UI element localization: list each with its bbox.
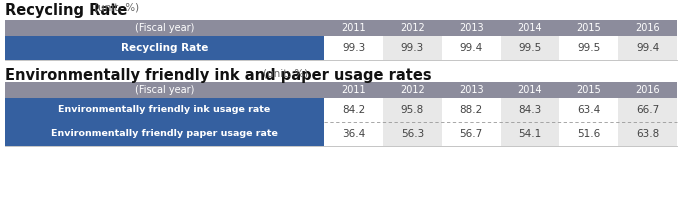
Bar — [383, 36, 442, 60]
Text: 84.3: 84.3 — [518, 105, 542, 115]
Text: 56.7: 56.7 — [460, 129, 483, 139]
Text: 99.3: 99.3 — [342, 43, 366, 53]
Text: 99.5: 99.5 — [518, 43, 542, 53]
Bar — [5, 82, 677, 98]
Text: 99.4: 99.4 — [636, 43, 659, 53]
Bar — [501, 122, 559, 146]
Bar — [442, 36, 501, 60]
Bar — [5, 36, 324, 60]
Text: 54.1: 54.1 — [518, 129, 542, 139]
Text: 2016: 2016 — [636, 85, 660, 95]
Text: (unit: %): (unit: %) — [94, 3, 139, 13]
Text: 84.2: 84.2 — [342, 105, 366, 115]
Text: Recycling Rate: Recycling Rate — [5, 3, 128, 18]
Bar — [383, 98, 442, 122]
Bar — [559, 122, 618, 146]
Text: 99.4: 99.4 — [460, 43, 483, 53]
Bar — [559, 36, 618, 60]
Text: 66.7: 66.7 — [636, 105, 659, 115]
Bar — [442, 98, 501, 122]
Bar — [618, 98, 677, 122]
Text: 88.2: 88.2 — [460, 105, 483, 115]
Bar — [501, 98, 559, 122]
Text: (Fiscal year): (Fiscal year) — [135, 85, 194, 95]
Text: Environmentally friendly ink usage rate: Environmentally friendly ink usage rate — [59, 105, 271, 114]
Bar — [618, 36, 677, 60]
Text: 2015: 2015 — [576, 23, 601, 33]
Bar — [5, 20, 677, 36]
Text: 2013: 2013 — [459, 23, 484, 33]
Text: 2015: 2015 — [576, 85, 601, 95]
Text: 2012: 2012 — [400, 85, 425, 95]
Bar — [442, 122, 501, 146]
Bar — [383, 122, 442, 146]
Text: 2011: 2011 — [341, 85, 366, 95]
Text: 2011: 2011 — [341, 23, 366, 33]
Text: Recycling Rate: Recycling Rate — [121, 43, 208, 53]
Text: 63.8: 63.8 — [636, 129, 659, 139]
Text: (unit: %): (unit: %) — [263, 68, 308, 78]
Text: 95.8: 95.8 — [401, 105, 424, 115]
Text: 2014: 2014 — [518, 23, 542, 33]
Text: 56.3: 56.3 — [401, 129, 424, 139]
Bar — [501, 36, 559, 60]
Text: Environmentally friendly paper usage rate: Environmentally friendly paper usage rat… — [51, 130, 278, 138]
Text: Environmentally friendly ink and paper usage rates: Environmentally friendly ink and paper u… — [5, 68, 432, 83]
Bar — [618, 122, 677, 146]
Bar — [324, 36, 383, 60]
Text: 2014: 2014 — [518, 85, 542, 95]
Text: 99.3: 99.3 — [401, 43, 424, 53]
Bar — [324, 98, 383, 122]
Bar — [324, 122, 383, 146]
Bar — [5, 98, 324, 122]
Text: 2013: 2013 — [459, 85, 484, 95]
Text: 99.5: 99.5 — [577, 43, 600, 53]
Text: 51.6: 51.6 — [577, 129, 600, 139]
Text: 2016: 2016 — [636, 23, 660, 33]
Bar — [5, 122, 324, 146]
Text: (Fiscal year): (Fiscal year) — [135, 23, 194, 33]
Text: 2012: 2012 — [400, 23, 425, 33]
Text: 63.4: 63.4 — [577, 105, 600, 115]
Bar — [559, 98, 618, 122]
Text: 36.4: 36.4 — [342, 129, 366, 139]
